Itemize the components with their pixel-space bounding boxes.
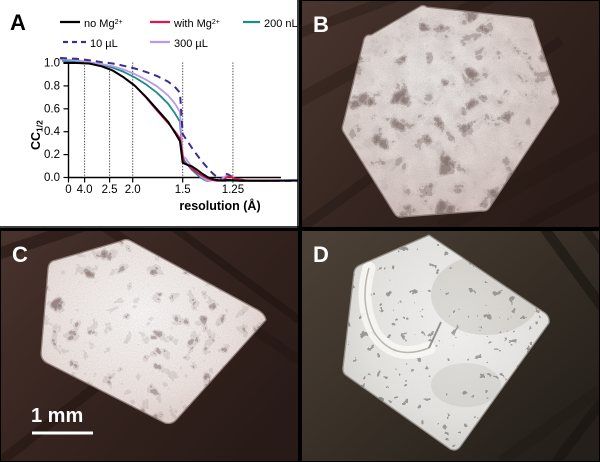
svg-text:0.0: 0.0	[44, 172, 60, 184]
svg-text:0.6: 0.6	[44, 103, 60, 115]
svg-text:1.25: 1.25	[222, 184, 244, 196]
svg-text:0.2: 0.2	[44, 149, 60, 161]
svg-text:1.0: 1.0	[44, 58, 60, 70]
svg-text:C: C	[12, 242, 28, 267]
svg-text:1.5: 1.5	[175, 184, 191, 196]
svg-text:10 µL: 10 µL	[90, 38, 118, 50]
svg-text:200 nL: 200 nL	[264, 18, 298, 30]
svg-text:D: D	[313, 242, 329, 267]
svg-text:2.0: 2.0	[125, 184, 141, 196]
svg-text:0.8: 0.8	[44, 80, 60, 92]
svg-text:B: B	[313, 12, 329, 37]
svg-text:4.0: 4.0	[77, 184, 93, 196]
svg-text:resolution (Å): resolution (Å)	[179, 198, 260, 213]
svg-text:0: 0	[65, 184, 71, 196]
svg-text:0.4: 0.4	[44, 126, 61, 138]
svg-text:1 mm: 1 mm	[31, 405, 83, 427]
svg-text:300 µL: 300 µL	[174, 38, 208, 50]
svg-text:2.5: 2.5	[102, 184, 118, 196]
svg-text:A: A	[10, 10, 26, 35]
